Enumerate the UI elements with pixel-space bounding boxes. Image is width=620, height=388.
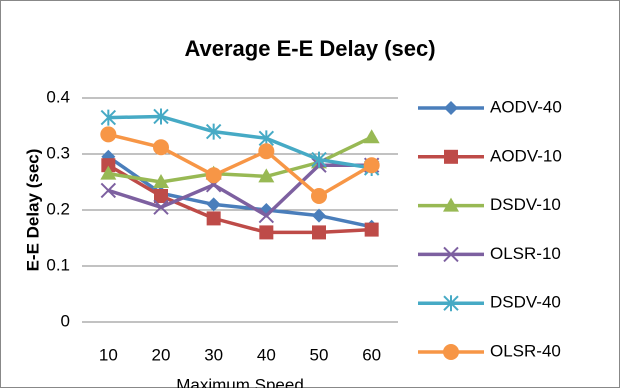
data-point (100, 126, 117, 143)
legend-label: OLSR-40 (490, 341, 561, 360)
legend-marker (444, 149, 458, 164)
data-point (100, 165, 117, 180)
data-point (364, 222, 379, 237)
x-tick-label: 60 (362, 345, 381, 364)
data-point (259, 225, 274, 240)
y-tick-label: 0.3 (46, 143, 70, 162)
y-tick-label: 0 (61, 311, 70, 330)
legend-marker (444, 101, 458, 115)
legend-marker (443, 246, 459, 263)
y-axis-label: E-E Delay (sec) (23, 149, 42, 272)
series-line (107, 155, 373, 229)
data-point (312, 208, 326, 223)
data-point (205, 123, 222, 140)
data-point (363, 129, 380, 144)
x-tick-label: 10 (99, 345, 118, 364)
legend-marker (443, 344, 459, 360)
data-point (153, 108, 169, 125)
data-point (312, 225, 326, 240)
data-point (153, 199, 169, 215)
data-point (100, 182, 117, 199)
data-point (206, 211, 221, 226)
data-point (258, 207, 275, 224)
series-line (108, 135, 373, 184)
data-point (153, 139, 169, 156)
legend-marker (443, 295, 459, 312)
data-point (258, 143, 275, 160)
legend-label: DSDV-40 (490, 293, 561, 312)
legend-label: AODV-40 (490, 97, 562, 116)
series-line (107, 163, 372, 235)
x-tick-label: 20 (152, 345, 171, 364)
chart-title: Average E-E Delay (sec) (184, 36, 435, 61)
y-tick-label: 0.2 (46, 199, 70, 218)
data-point (101, 158, 116, 173)
data-point (258, 168, 275, 183)
legend-label: OLSR-10 (490, 244, 561, 263)
series-line (107, 132, 373, 199)
data-point (154, 189, 168, 203)
x-axis-label: Maximum Speed (176, 375, 304, 388)
data-point (363, 157, 380, 174)
data-point (205, 167, 222, 184)
legend-label: AODV-10 (490, 146, 562, 165)
legend-label: DSDV-10 (490, 195, 561, 214)
legend-marker (443, 197, 459, 212)
x-tick-label: 50 (310, 345, 329, 364)
data-point (206, 197, 221, 212)
data-point (153, 174, 169, 188)
data-point (311, 151, 327, 168)
data-point (100, 109, 117, 126)
series-line (107, 163, 372, 218)
series-line (108, 114, 372, 170)
x-tick-label: 40 (257, 345, 276, 364)
data-point (311, 188, 327, 204)
y-tick-label: 0.1 (46, 255, 70, 274)
x-tick-label: 30 (204, 345, 223, 364)
y-tick-label: 0.4 (46, 87, 70, 106)
